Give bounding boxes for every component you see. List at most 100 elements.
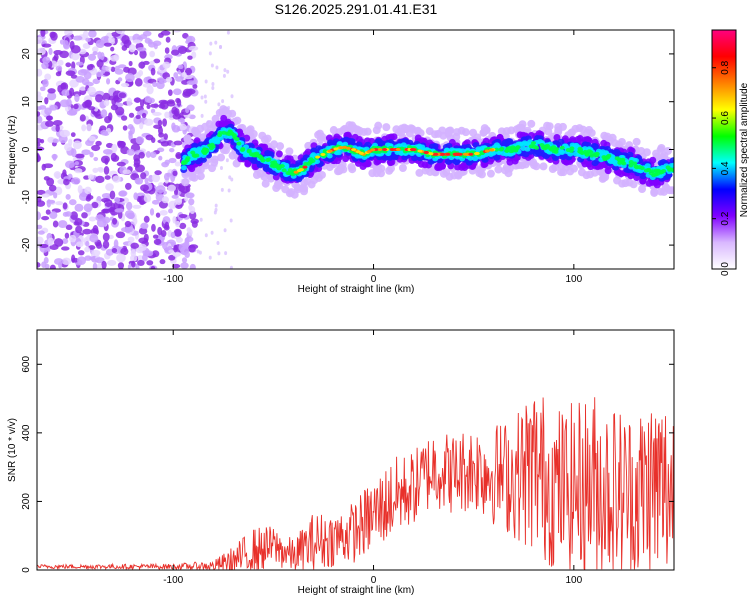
noise-blob xyxy=(88,30,97,38)
ridge-peak xyxy=(474,151,480,155)
noise-blob xyxy=(55,65,63,72)
ridge-blob xyxy=(653,168,659,173)
ridge-blob xyxy=(210,138,217,144)
noise-blob xyxy=(77,256,87,266)
ridge-blob xyxy=(502,127,511,136)
noise-blob xyxy=(172,30,182,33)
ridge-blob xyxy=(276,142,285,151)
noise-blob xyxy=(150,103,159,108)
ridge-blob xyxy=(586,149,592,154)
noise-blob xyxy=(191,51,197,59)
colorbar: 0.0 0.2 0.4 0.6 0.8 Normalized spectral ampl… xyxy=(711,29,750,276)
ridge-blob xyxy=(431,130,440,139)
ridge-blob xyxy=(545,122,554,131)
noise-blob xyxy=(217,251,221,256)
noise-blob xyxy=(122,125,128,131)
noise-blob xyxy=(120,227,130,233)
ridge-blob xyxy=(587,128,596,137)
noise-blob xyxy=(125,182,132,190)
noise-blob xyxy=(151,199,160,205)
ridge-blob xyxy=(247,155,255,162)
noise-blob xyxy=(143,233,149,242)
noise-blob xyxy=(168,200,178,209)
noise-blob xyxy=(164,221,170,230)
ridge-blob xyxy=(643,168,649,173)
noise-blob xyxy=(230,94,234,99)
noise-blob xyxy=(172,263,181,269)
noise-blob xyxy=(62,40,69,49)
ridge-blob xyxy=(385,166,394,175)
ridge-blob xyxy=(639,177,647,185)
noise-blob xyxy=(82,43,91,50)
noise-blob xyxy=(178,185,186,192)
noise-blob xyxy=(137,259,145,266)
ridge-blob xyxy=(515,145,521,150)
noise-blob xyxy=(83,71,92,80)
ridge-peak xyxy=(370,148,376,152)
ridge-blob xyxy=(551,145,557,150)
noise-blob xyxy=(91,144,101,152)
noise-blob xyxy=(173,88,182,96)
noise-blob xyxy=(173,140,183,146)
noise-blob xyxy=(150,108,156,114)
noise-blob xyxy=(131,260,136,268)
ridge-blob xyxy=(382,123,391,132)
ridge-blob xyxy=(649,156,657,164)
noise-blob xyxy=(76,241,84,248)
noise-blob xyxy=(144,177,149,184)
noise-blob xyxy=(37,138,42,144)
ridge-blob xyxy=(329,126,338,135)
ridge-blob xyxy=(552,155,560,162)
noise-blob xyxy=(43,163,54,169)
colorbar-ticks: 0.0 0.2 0.4 0.6 0.8 xyxy=(712,60,731,276)
noise-blob xyxy=(108,95,115,101)
noise-blob xyxy=(211,85,215,90)
ridge-blob xyxy=(219,105,228,114)
ridge-blob xyxy=(335,166,344,175)
noise-blob xyxy=(42,78,49,88)
noise-blob xyxy=(138,61,146,69)
noise-blob xyxy=(93,156,99,162)
noise-blob xyxy=(223,68,227,73)
noise-blob xyxy=(85,240,90,247)
ridge-blob xyxy=(277,164,283,169)
noise-blob xyxy=(136,47,147,52)
noise-blob xyxy=(192,84,198,89)
spectrogram-x-tick-label: 0 xyxy=(371,274,377,285)
noise-blob xyxy=(175,220,181,228)
noise-blob xyxy=(111,143,118,153)
spectrogram-y-tick-label: -20 xyxy=(21,237,32,252)
noise-blob xyxy=(39,243,49,248)
noise-blob xyxy=(37,236,44,245)
noise-blob xyxy=(154,170,162,176)
noise-blob xyxy=(187,55,193,60)
noise-blob xyxy=(37,153,40,162)
ridge-blob xyxy=(415,168,424,177)
noise-blob xyxy=(37,68,43,77)
noise-blob xyxy=(214,203,218,208)
noise-blob xyxy=(200,95,204,100)
ridge-blob xyxy=(211,114,220,123)
ridge-peak xyxy=(395,148,401,151)
noise-blob xyxy=(123,66,131,73)
snr-series-line xyxy=(37,397,674,570)
noise-blob xyxy=(82,30,89,39)
noise-blob xyxy=(65,224,73,231)
ridge-blob xyxy=(638,185,647,194)
ridge-blob xyxy=(629,180,638,189)
ridge-blob xyxy=(612,164,620,171)
ridge-blob xyxy=(517,141,524,147)
ridge-blob xyxy=(494,147,500,152)
noise-blob xyxy=(178,213,188,219)
ridge-blob xyxy=(314,159,321,165)
noise-blob xyxy=(52,138,59,144)
noise-blob xyxy=(129,254,138,262)
noise-blob xyxy=(44,97,49,105)
noise-blob xyxy=(152,81,158,88)
noise-blob xyxy=(204,79,208,84)
noise-blob xyxy=(116,253,126,263)
noise-blob xyxy=(117,262,125,269)
spectrogram-x-tick-label: 100 xyxy=(565,274,582,285)
noise-blob xyxy=(179,123,187,131)
ridge-blob xyxy=(486,169,495,178)
